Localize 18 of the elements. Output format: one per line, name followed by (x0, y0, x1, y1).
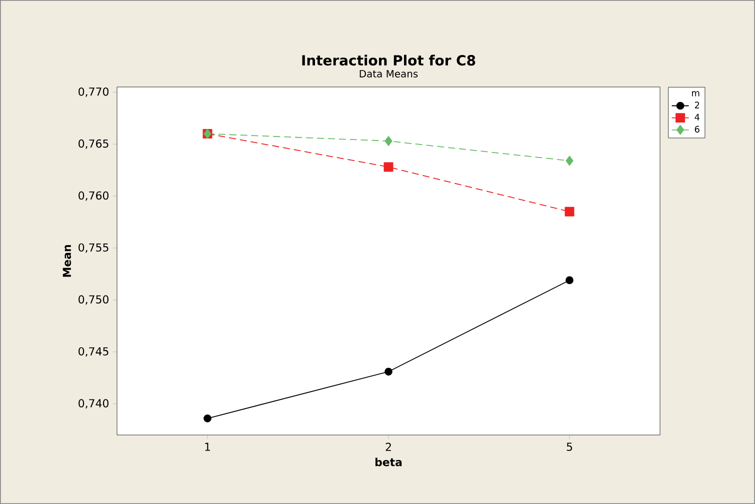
legend-label: 6 (694, 126, 700, 133)
x-axis-title: beta (375, 458, 402, 466)
y-tick-label: 0,740 (78, 399, 108, 409)
x-tick-label: 1 (205, 442, 210, 451)
legend-title: m (692, 91, 700, 96)
y-axis-title: Mean (62, 245, 72, 277)
y-tick-label: 0,765 (78, 139, 108, 149)
chart-title: Interaction Plot for C8 (302, 54, 476, 66)
x-tick-label: 2 (386, 442, 391, 451)
y-tick-label: 0,755 (78, 243, 108, 253)
x-tick-label: 5 (566, 442, 572, 451)
y-tick-label: 0,745 (78, 347, 108, 357)
y-tick-label: 0,770 (78, 87, 108, 97)
legend-label: 4 (694, 114, 700, 120)
y-tick-label: 0,750 (78, 295, 108, 305)
y-tick-label: 0,760 (78, 191, 108, 201)
chart-subtitle: Data Means (360, 70, 418, 78)
legend-label: 2 (694, 102, 700, 108)
